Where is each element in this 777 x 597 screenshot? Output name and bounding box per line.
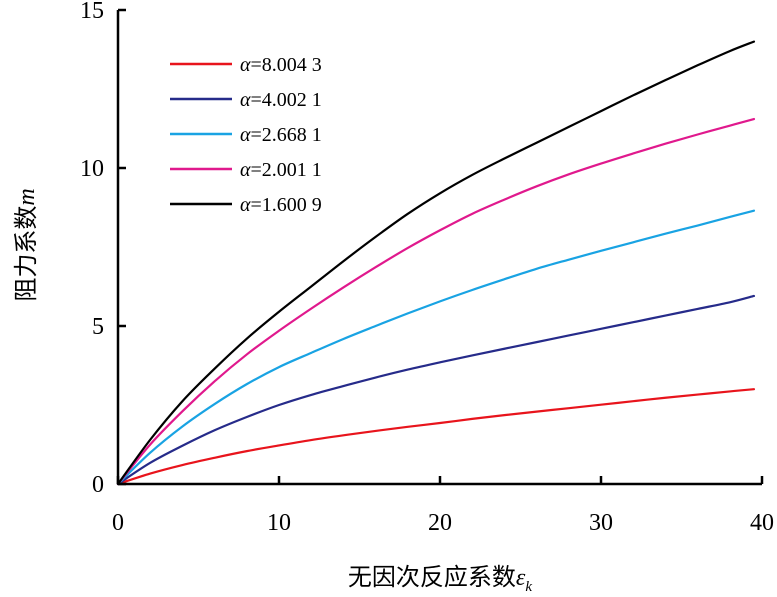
legend-value-text: =2.001 1 xyxy=(251,159,322,181)
legend-alpha-symbol: α xyxy=(240,194,251,216)
y-axis-title: 阻力系数m xyxy=(12,188,40,301)
series-line-3 xyxy=(116,117,756,486)
y-tick-label: 15 xyxy=(80,0,104,24)
y-axis-title-symbol: m xyxy=(14,188,40,205)
x-tick-label: 30 xyxy=(589,510,613,536)
series-line-0 xyxy=(116,388,756,486)
x-axis-title: 无因次反应系数εk xyxy=(348,563,532,595)
x-axis-title-symbol: ε xyxy=(516,565,526,591)
legend-value-text: =4.002 1 xyxy=(251,89,322,111)
x-axis-title-subscript: k xyxy=(525,579,532,595)
series-line-4 xyxy=(116,40,756,486)
legend-label-0: α=8.004 3 xyxy=(240,54,322,76)
legend-label-4: α=1.600 9 xyxy=(240,194,322,216)
axes: 0 5 10 15 0 10 20 30 40 xyxy=(80,0,774,536)
legend-alpha-symbol: α xyxy=(240,89,251,111)
x-axis-title-text: 无因次反应系数 xyxy=(348,563,516,591)
legend-alpha-symbol: α xyxy=(240,159,251,181)
y-tick-label: 0 xyxy=(92,472,104,498)
legend-alpha-symbol: α xyxy=(240,54,251,76)
legend-value-text: =2.668 1 xyxy=(251,124,322,146)
y-axis-title-text: 阻力系数 xyxy=(12,206,40,302)
series-line-1 xyxy=(116,294,756,486)
x-tick-label: 0 xyxy=(112,510,124,536)
legend-value-text: =1.600 9 xyxy=(251,194,322,216)
legend-value-text: =8.004 3 xyxy=(251,54,322,76)
y-tick-label: 5 xyxy=(92,314,104,340)
legend: α=8.004 3α=4.002 1α=2.668 1α=2.001 1α=1.… xyxy=(170,54,322,216)
series-lines xyxy=(116,40,756,486)
series-line-2 xyxy=(116,209,756,486)
x-tick-label: 20 xyxy=(428,510,452,536)
x-tick-label: 40 xyxy=(750,510,774,536)
y-tick-label: 10 xyxy=(80,156,104,182)
legend-alpha-symbol: α xyxy=(240,124,251,146)
legend-label-1: α=4.002 1 xyxy=(240,89,322,111)
legend-label-2: α=2.668 1 xyxy=(240,124,322,146)
legend-label-3: α=2.001 1 xyxy=(240,159,322,181)
x-tick-label: 10 xyxy=(267,510,291,536)
